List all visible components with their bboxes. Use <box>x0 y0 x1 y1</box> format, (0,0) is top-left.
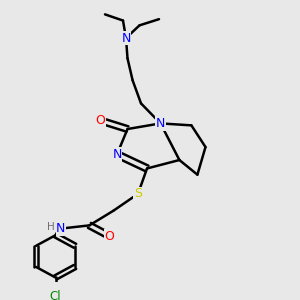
Text: N: N <box>112 148 122 161</box>
Text: N: N <box>56 222 66 235</box>
Text: Cl: Cl <box>50 290 61 300</box>
Text: H: H <box>46 222 54 232</box>
Text: O: O <box>96 114 105 127</box>
Text: S: S <box>134 187 142 200</box>
Text: N: N <box>156 117 165 130</box>
Text: O: O <box>105 230 114 243</box>
Text: N: N <box>121 32 131 44</box>
